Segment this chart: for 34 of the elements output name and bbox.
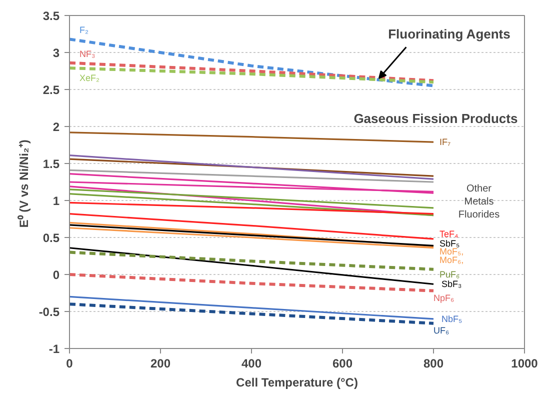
series-label: IF₇ bbox=[440, 137, 451, 148]
annotation: Fluorinating Agents bbox=[388, 26, 510, 42]
y-tick-label: 2 bbox=[52, 120, 60, 134]
series-label: UF₆ bbox=[434, 325, 450, 336]
x-tick-label: 0 bbox=[66, 356, 74, 370]
y-tick-label: 1 bbox=[52, 194, 60, 208]
series-label: TeF₄ bbox=[440, 228, 459, 239]
series-label: F₂ bbox=[80, 25, 89, 36]
x-tick-label: 200 bbox=[150, 356, 171, 370]
series-label: NF₃ bbox=[80, 48, 96, 59]
y-axis-title: E⁰ (V vs Ni/Ni₂⁺) bbox=[16, 140, 31, 228]
series-label: SbF₅ bbox=[440, 238, 460, 249]
series-label: MoF₆, bbox=[440, 254, 464, 265]
y-tick-label: 0 bbox=[52, 268, 60, 282]
series-label: PuF₆ bbox=[440, 269, 460, 280]
y-tick-label: 3 bbox=[52, 46, 60, 60]
y-tick-label: 0.5 bbox=[42, 231, 60, 245]
x-tick-label: 1000 bbox=[511, 356, 538, 370]
series-label: MoF₅, bbox=[440, 246, 464, 256]
x-tick-label: 800 bbox=[423, 356, 444, 370]
annotation: Other Metals Fluorides bbox=[458, 183, 500, 221]
y-tick-label: 3.5 bbox=[42, 9, 60, 23]
series-label: NpF₆ bbox=[434, 292, 454, 303]
y-tick-label: -1 bbox=[48, 342, 60, 356]
x-tick-label: 400 bbox=[241, 356, 262, 370]
x-tick-label: 600 bbox=[332, 356, 353, 370]
x-axis-title: Cell Temperature (°C) bbox=[236, 376, 358, 390]
series-label: SbF₃ bbox=[442, 279, 462, 290]
annotation: Gaseous Fission Products bbox=[354, 111, 518, 126]
series-label: NbF₅ bbox=[442, 314, 462, 324]
y-tick-label: 1.5 bbox=[42, 157, 60, 171]
y-tick-label: 2.5 bbox=[42, 83, 60, 97]
y-tick-label: -0.5 bbox=[38, 305, 60, 319]
series-label: XeF₂ bbox=[80, 73, 100, 84]
